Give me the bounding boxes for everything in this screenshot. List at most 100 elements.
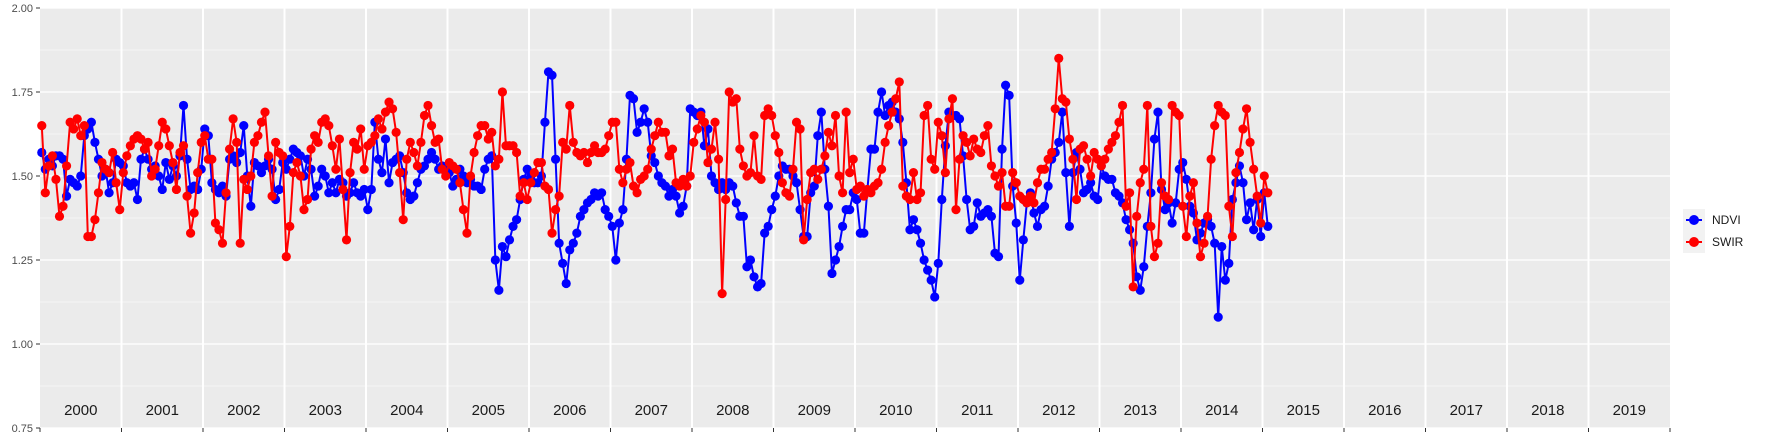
swir-point: [494, 154, 504, 164]
swir-point: [185, 228, 196, 238]
swir-point: [1227, 231, 1237, 242]
swir-point: [302, 194, 313, 205]
ndvi-point: [930, 292, 940, 302]
swir-point: [1188, 178, 1199, 188]
ndvi-point: [937, 194, 947, 205]
ndvi-point: [157, 184, 167, 195]
swir-point: [1256, 218, 1266, 228]
ndvi-point: [636, 117, 646, 127]
swir-point: [962, 137, 972, 147]
swir-point: [441, 171, 451, 181]
ndvi-point: [568, 238, 578, 248]
swir-point: [784, 191, 795, 201]
swir-point: [550, 205, 561, 215]
swir-point: [749, 131, 759, 141]
swir-point: [239, 174, 249, 184]
swir-point: [324, 121, 334, 131]
swir-point: [1199, 238, 1209, 248]
ndvi-point: [997, 144, 1007, 154]
swir-point: [1210, 121, 1220, 131]
swir-point: [990, 171, 1000, 181]
swir-point: [756, 174, 766, 184]
swir-point: [979, 131, 989, 141]
ndvi-point: [345, 188, 355, 198]
swir-point: [933, 117, 943, 127]
swir-point: [710, 117, 720, 127]
ndvi-point: [912, 225, 922, 235]
swir-point: [256, 117, 267, 127]
swir-point: [402, 154, 412, 164]
swir-point: [327, 141, 337, 151]
swir-point: [993, 181, 1004, 191]
swir-point: [171, 184, 182, 195]
swir-point: [1086, 171, 1096, 181]
swir-point: [713, 154, 724, 164]
ndvi-point: [1149, 134, 1160, 144]
ndvi-point: [597, 188, 607, 198]
swir-point: [855, 181, 865, 191]
ndvi-point: [813, 131, 823, 141]
swir-point: [47, 151, 58, 161]
ndvi-point: [1217, 241, 1227, 252]
swir-point: [706, 144, 717, 154]
swir-point: [511, 147, 522, 158]
ndvi-point: [1011, 218, 1021, 228]
swir-point: [1139, 164, 1149, 174]
swir-point: [51, 174, 61, 184]
ndvi-point: [1032, 221, 1043, 231]
swir-point: [1128, 282, 1138, 292]
swir-point: [469, 147, 479, 158]
swir-point: [1114, 117, 1124, 127]
year-label: 2001: [146, 402, 179, 419]
ndvi-point: [90, 137, 100, 147]
swir-point: [458, 205, 469, 215]
swir-point: [331, 164, 341, 174]
swir-point: [1082, 154, 1092, 164]
swir-point: [61, 161, 72, 171]
swir-point: [774, 147, 784, 158]
swir-point: [653, 117, 663, 127]
y-tick-label: 1.25: [12, 255, 33, 267]
swir-point: [1185, 191, 1195, 201]
ndvi-point: [1139, 262, 1149, 272]
swir-point: [650, 131, 660, 141]
swir-point: [1195, 252, 1206, 262]
ndvi-point: [962, 194, 972, 205]
swir-point: [1259, 171, 1269, 181]
ndvi-point: [1238, 178, 1248, 188]
ndvi-point: [274, 184, 284, 195]
ndvi-point: [313, 181, 323, 191]
ndvi-point: [285, 154, 295, 164]
swir-point: [111, 178, 121, 188]
swir-point: [735, 144, 745, 154]
y-tick-label: 0.75: [12, 423, 33, 435]
swir-point: [338, 184, 348, 195]
swir-point: [519, 178, 529, 188]
swir-point: [813, 174, 823, 184]
ndvi-point: [1206, 221, 1216, 231]
swir-point: [827, 141, 837, 151]
swir-point: [416, 137, 426, 147]
ndvi-point: [933, 258, 943, 268]
ndvi-point: [1224, 258, 1234, 268]
swir-point: [473, 131, 483, 141]
swir-point: [267, 191, 277, 201]
swir-point: [90, 215, 100, 225]
swir-point: [809, 164, 819, 174]
swir-point: [161, 124, 171, 134]
ndvi-point: [898, 137, 908, 147]
swir-point: [168, 157, 178, 168]
ndvi-point: [1178, 157, 1188, 168]
swir-point: [944, 114, 954, 124]
ndvi-point: [1220, 275, 1230, 285]
ndvi-point: [246, 201, 256, 211]
ndvi-point: [1015, 275, 1025, 285]
year-label: 2003: [309, 402, 342, 419]
swir-point: [1008, 168, 1018, 178]
ndvi-point: [845, 205, 855, 215]
ndvi-point: [320, 171, 330, 181]
swir-point: [1234, 147, 1245, 158]
ndvi-point: [745, 255, 756, 265]
swir-point: [352, 144, 362, 154]
ndvi-point: [926, 275, 936, 285]
